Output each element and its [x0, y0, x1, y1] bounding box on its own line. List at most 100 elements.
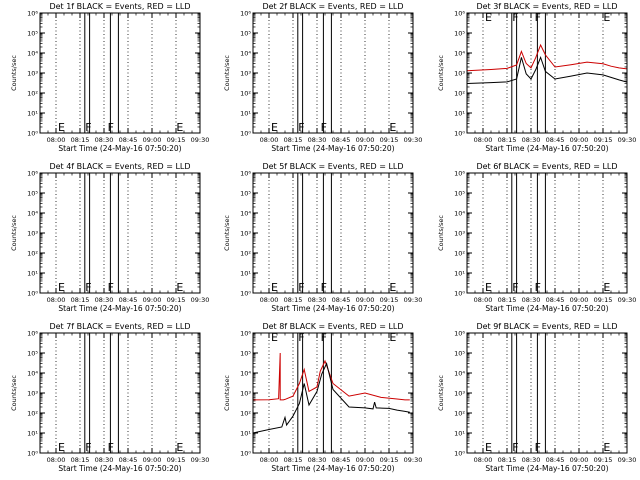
- interval-marker-label: E: [485, 11, 492, 24]
- x-tick-label: 08:30: [95, 136, 114, 144]
- x-tick-label: 09:30: [191, 136, 210, 144]
- y-axis-label: Counts/sec: [437, 375, 445, 411]
- y-tick-label: 10⁰: [454, 290, 465, 298]
- y-tick-label: 10⁴: [27, 50, 38, 58]
- y-tick-label: 10¹: [240, 430, 251, 438]
- y-tick-label: 10⁴: [454, 370, 465, 378]
- y-tick-label: 10³: [240, 70, 251, 78]
- y-tick-label: 10⁵: [240, 190, 251, 198]
- y-tick-label: 10⁶: [27, 10, 38, 18]
- y-tick-label: 10⁰: [240, 290, 251, 298]
- x-tick-label: 09:00: [143, 456, 162, 464]
- interval-marker-label: E: [58, 281, 65, 294]
- y-tick-label: 10⁴: [27, 210, 38, 218]
- y-tick-label: 10⁰: [240, 450, 251, 458]
- x-tick-label: 08:30: [95, 456, 114, 464]
- y-tick-label: 10⁵: [27, 350, 38, 358]
- x-tick-label: 08:30: [308, 456, 327, 464]
- x-tick-label: 09:00: [143, 136, 162, 144]
- panel-title: Det 5f BLACK = Events, RED = LLD: [262, 162, 403, 171]
- events-series-line: [252, 361, 410, 434]
- panel-title: Det 8f BLACK = Events, RED = LLD: [262, 322, 403, 331]
- interval-marker-label: F: [298, 121, 304, 134]
- panel-title: Det 1f BLACK = Events, RED = LLD: [49, 2, 190, 11]
- x-tick-label: 08:30: [522, 296, 541, 304]
- y-tick-label: 10⁵: [454, 350, 465, 358]
- y-tick-label: 10⁴: [27, 370, 38, 378]
- x-tick-label: 09:00: [570, 136, 589, 144]
- x-tick-label: 08:30: [308, 136, 327, 144]
- interval-marker-label: F: [85, 441, 91, 454]
- y-axis-label: Counts/sec: [437, 215, 445, 251]
- y-tick-label: 10³: [240, 390, 251, 398]
- x-tick-label: 08:30: [308, 296, 327, 304]
- interval-marker-label: E: [271, 331, 278, 344]
- x-axis-label: Start Time (24-May-16 07:50:20): [485, 144, 608, 153]
- x-axis-label: Start Time (24-May-16 07:50:20): [485, 464, 608, 473]
- y-tick-label: 10⁵: [454, 30, 465, 38]
- y-tick-label: 10¹: [454, 430, 465, 438]
- interval-marker-label: E: [485, 281, 492, 294]
- detector-panel-5: Det 5f BLACK = Events, RED = LLD E F F E 10⁰ 1…: [223, 162, 422, 313]
- x-tick-label: 08:00: [260, 456, 279, 464]
- interval-marker-label: E: [603, 11, 610, 24]
- y-tick-label: 10⁰: [454, 450, 465, 458]
- x-tick-label: 08:30: [95, 296, 114, 304]
- y-tick-label: 10⁶: [454, 330, 465, 338]
- panel-title: Det 6f BLACK = Events, RED = LLD: [476, 162, 617, 171]
- x-tick-label: 09:15: [167, 456, 186, 464]
- y-tick-label: 10⁴: [454, 50, 465, 58]
- y-tick-label: 10²: [27, 90, 38, 98]
- x-tick-label: 08:45: [119, 296, 138, 304]
- y-tick-label: 10⁵: [27, 190, 38, 198]
- x-tick-label: 08:15: [71, 136, 90, 144]
- y-tick-label: 10⁶: [454, 170, 465, 178]
- x-tick-label: 09:30: [404, 136, 423, 144]
- y-tick-label: 10¹: [454, 270, 465, 278]
- x-tick-label: 09:30: [404, 296, 423, 304]
- y-tick-label: 10²: [454, 250, 465, 258]
- x-tick-label: 09:30: [618, 456, 637, 464]
- x-tick-label: 08:45: [546, 296, 565, 304]
- interval-marker-label: F: [85, 121, 91, 134]
- x-tick-label: 08:00: [474, 136, 493, 144]
- x-tick-label: 08:45: [119, 456, 138, 464]
- y-axis-label: Counts/sec: [10, 215, 18, 251]
- y-tick-label: 10⁶: [27, 330, 38, 338]
- y-tick-label: 10⁰: [27, 130, 38, 138]
- x-tick-label: 08:00: [260, 296, 279, 304]
- interval-marker-label: E: [389, 331, 396, 344]
- y-tick-label: 10³: [454, 70, 465, 78]
- x-axis-label: Start Time (24-May-16 07:50:20): [271, 464, 394, 473]
- interval-marker-label: F: [512, 281, 518, 294]
- interval-marker-label: F: [512, 11, 518, 24]
- x-tick-label: 08:00: [47, 296, 66, 304]
- x-tick-label: 09:15: [167, 136, 186, 144]
- y-axis-label: Counts/sec: [10, 55, 18, 91]
- x-tick-label: 09:30: [618, 296, 637, 304]
- x-axis-label: Start Time (24-May-16 07:50:20): [58, 144, 181, 153]
- y-tick-label: 10⁵: [27, 30, 38, 38]
- x-tick-label: 08:15: [71, 456, 90, 464]
- interval-marker-label: F: [321, 281, 327, 294]
- interval-marker-label: F: [321, 331, 327, 344]
- interval-marker-label: E: [389, 121, 396, 134]
- interval-marker-label: F: [535, 441, 541, 454]
- x-tick-label: 09:15: [380, 136, 399, 144]
- detector-panel-7: Det 7f BLACK = Events, RED = LLD E F F E 10⁰ 1…: [10, 322, 209, 473]
- x-tick-label: 09:15: [380, 296, 399, 304]
- interval-marker-label: F: [108, 121, 114, 134]
- interval-marker-label: E: [176, 441, 183, 454]
- y-axis-label: Counts/sec: [10, 375, 18, 411]
- x-tick-label: 08:00: [260, 136, 279, 144]
- panel-title: Det 7f BLACK = Events, RED = LLD: [49, 322, 190, 331]
- interval-marker-label: F: [535, 281, 541, 294]
- x-tick-label: 08:45: [546, 136, 565, 144]
- y-tick-label: 10⁰: [27, 290, 38, 298]
- y-tick-label: 10⁵: [240, 350, 251, 358]
- x-tick-label: 09:00: [570, 456, 589, 464]
- interval-marker-label: F: [108, 281, 114, 294]
- x-tick-label: 09:30: [404, 456, 423, 464]
